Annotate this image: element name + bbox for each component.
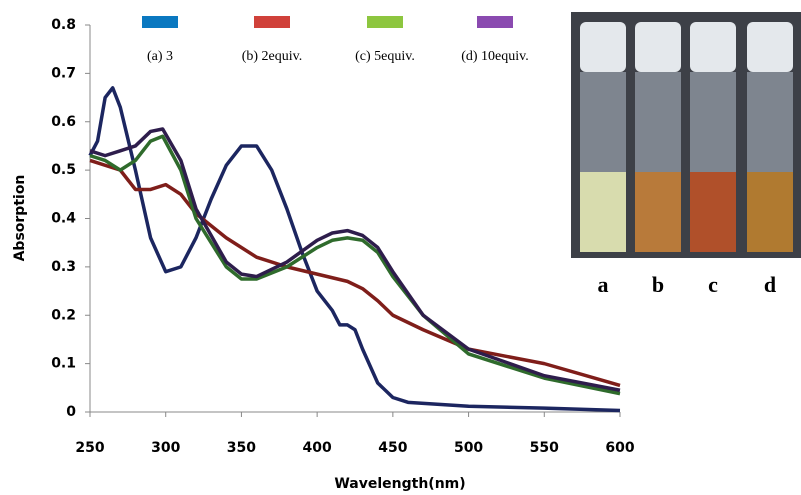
- x-tick-label: 300: [151, 440, 180, 456]
- legend-label: (d) 10equiv.: [461, 49, 529, 64]
- legend-swatch: [142, 16, 178, 28]
- photo-label: b: [652, 272, 664, 297]
- y-tick-label: 0.1: [51, 356, 76, 372]
- legend-swatch: [367, 16, 403, 28]
- series-line: [89, 158, 621, 388]
- x-axis-label: Wavelength(nm): [334, 476, 465, 492]
- legend-swatch: [477, 16, 513, 28]
- legend-label: (c) 5equiv.: [355, 49, 415, 64]
- y-tick-label: 0.7: [51, 65, 76, 81]
- y-tick-label: 0.3: [51, 259, 76, 275]
- y-tick-label: 0.2: [51, 307, 76, 323]
- photo-label: a: [598, 272, 609, 297]
- x-tick-label: 450: [378, 440, 407, 456]
- x-tick-label: 350: [227, 440, 256, 456]
- x-tick-label: 550: [530, 440, 559, 456]
- x-tick-label: 500: [454, 440, 483, 456]
- y-tick-label: 0: [66, 404, 76, 420]
- y-axis-label: Absorption: [12, 175, 28, 262]
- legend-swatch: [254, 16, 290, 28]
- x-tick-label: 250: [75, 440, 104, 456]
- y-tick-label: 0.8: [51, 17, 76, 33]
- series-line: [89, 127, 621, 392]
- legend-label: (b) 2equiv.: [242, 49, 303, 64]
- x-tick-label: 400: [303, 440, 332, 456]
- y-tick-label: 0.4: [51, 211, 76, 227]
- x-tick-label: 600: [605, 440, 634, 456]
- y-tick-label: 0.5: [51, 162, 76, 178]
- series-line: [89, 134, 621, 396]
- photo-label: c: [708, 272, 718, 297]
- legend-label: (a) 3: [147, 49, 173, 64]
- inset-photo: [571, 12, 801, 258]
- y-tick-label: 0.6: [51, 114, 76, 130]
- photo-label: d: [764, 272, 776, 297]
